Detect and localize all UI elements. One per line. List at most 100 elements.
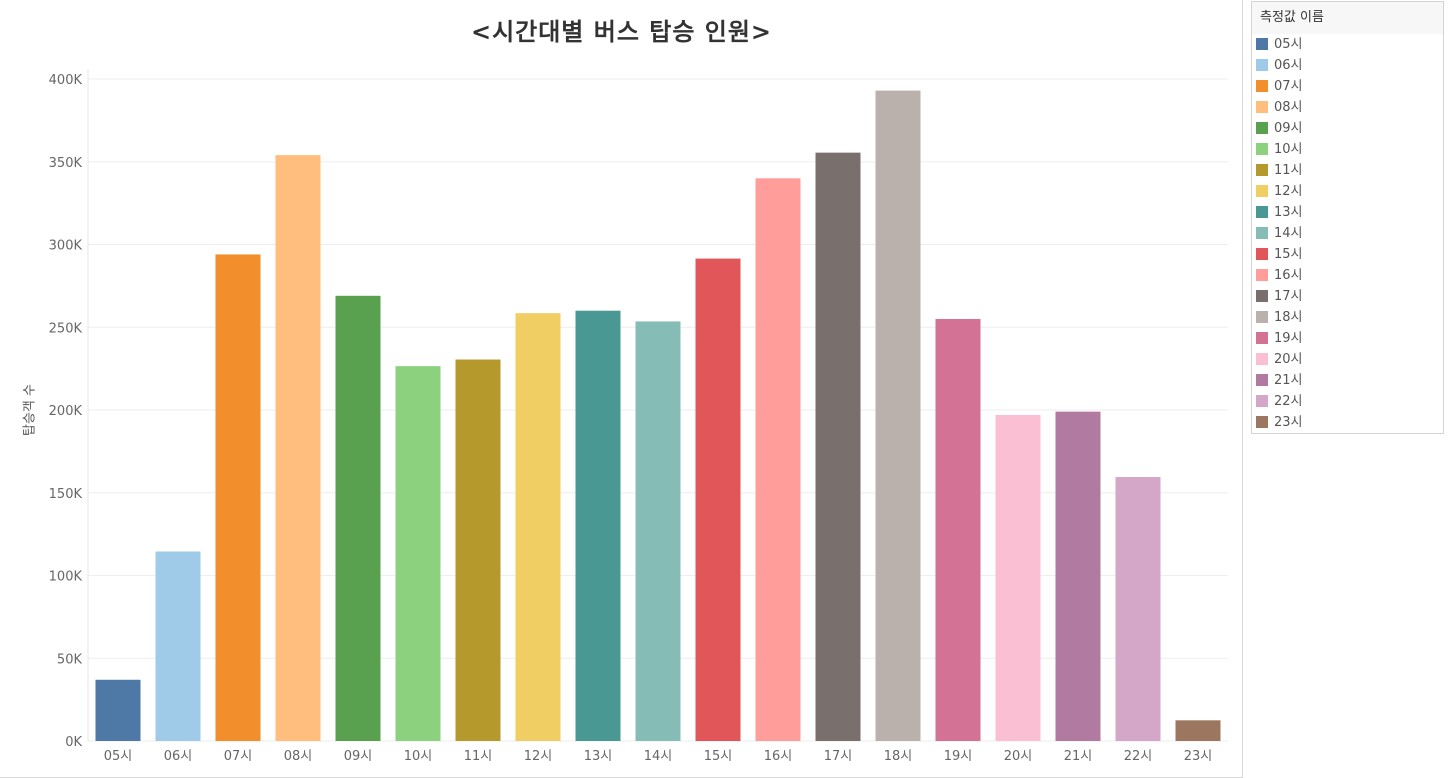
x-tick-label: 18시: [884, 749, 913, 764]
legend-label: 15시: [1274, 247, 1303, 262]
legend-swatch: [1256, 311, 1268, 323]
legend-item[interactable]: 18시: [1252, 307, 1443, 328]
x-tick-label: 15시: [704, 749, 733, 764]
legend-label: 17시: [1274, 289, 1303, 304]
x-tick-label: 13시: [584, 749, 613, 764]
legend-label: 12시: [1274, 184, 1303, 199]
legend-item[interactable]: 06시: [1252, 55, 1443, 76]
y-tick-label: 300K: [49, 239, 83, 254]
y-tick-label: 150K: [49, 487, 83, 502]
bar-18시[interactable]: [875, 90, 921, 741]
x-tick-label: 09시: [344, 749, 373, 764]
bar-23시[interactable]: [1175, 720, 1221, 741]
legend-label: 13시: [1274, 205, 1303, 220]
legend-label: 18시: [1274, 310, 1303, 325]
legend-item[interactable]: 08시: [1252, 97, 1443, 118]
bar-14시[interactable]: [635, 321, 681, 741]
legend-item[interactable]: 07시: [1252, 76, 1443, 97]
legend-swatch: [1256, 269, 1268, 281]
legend-item[interactable]: 10시: [1252, 139, 1443, 160]
y-tick-label: 0K: [65, 735, 82, 750]
legend[interactable]: 측정값 이름 05시 06시 07시 08시 09시 10시 11시 12시 13시 14시 15시…: [1251, 1, 1444, 434]
legend-label: 07시: [1274, 79, 1303, 94]
bar-12시[interactable]: [515, 313, 561, 741]
legend-swatch: [1256, 80, 1268, 92]
bar-08시[interactable]: [275, 155, 321, 741]
bar-22시[interactable]: [1115, 477, 1161, 741]
bar-11시[interactable]: [455, 359, 501, 741]
legend-swatch: [1256, 185, 1268, 197]
x-tick-label: 21시: [1064, 749, 1093, 764]
x-tick-label: 20시: [1004, 749, 1033, 764]
legend-label: 19시: [1274, 331, 1303, 346]
legend-label: 22시: [1274, 394, 1303, 409]
bar-16시[interactable]: [755, 178, 801, 742]
legend-item[interactable]: 13시: [1252, 202, 1443, 223]
legend-swatch: [1256, 416, 1268, 428]
bar-06시[interactable]: [155, 551, 201, 741]
bar-05시[interactable]: [95, 679, 141, 741]
bar-10시[interactable]: [395, 366, 441, 741]
x-tick-label: 23시: [1184, 749, 1213, 764]
legend-item[interactable]: 17시: [1252, 286, 1443, 307]
bar-21시[interactable]: [1055, 411, 1101, 741]
bar-19시[interactable]: [935, 318, 981, 741]
legend-swatch: [1256, 332, 1268, 344]
legend-swatch: [1256, 227, 1268, 239]
x-tick-label: 22시: [1124, 749, 1153, 764]
legend-label: 06시: [1274, 58, 1303, 73]
legend-swatch: [1256, 59, 1268, 71]
legend-item[interactable]: 20시: [1252, 349, 1443, 370]
bar-17시[interactable]: [815, 152, 861, 741]
x-tick-label: 14시: [644, 749, 673, 764]
y-tick-label: 100K: [49, 570, 83, 585]
x-tick-label: 11시: [464, 749, 493, 764]
legend-swatch: [1256, 122, 1268, 134]
legend-label: 08시: [1274, 100, 1303, 115]
x-tick-label: 12시: [524, 749, 553, 764]
legend-label: 16시: [1274, 268, 1303, 283]
legend-swatch: [1256, 290, 1268, 302]
legend-item[interactable]: 22시: [1252, 391, 1443, 412]
x-tick-label: 08시: [284, 749, 313, 764]
y-tick-label: 400K: [49, 73, 83, 88]
x-tick-label: 07시: [224, 749, 253, 764]
x-tick-label: 17시: [824, 749, 853, 764]
legend-title: 측정값 이름: [1252, 2, 1443, 34]
legend-item[interactable]: 16시: [1252, 265, 1443, 286]
legend-label: 10시: [1274, 142, 1303, 157]
bar-09시[interactable]: [335, 295, 381, 741]
legend-item[interactable]: 23시: [1252, 412, 1443, 433]
x-tick-label: 05시: [104, 749, 133, 764]
legend-swatch: [1256, 353, 1268, 365]
bar-20시[interactable]: [995, 414, 1041, 741]
chart-title: <시간대별 버스 탑승 인원>: [470, 18, 773, 46]
legend-swatch: [1256, 395, 1268, 407]
legend-swatch: [1256, 206, 1268, 218]
legend-item[interactable]: 12시: [1252, 181, 1443, 202]
legend-item[interactable]: 11시: [1252, 160, 1443, 181]
legend-label: 05시: [1274, 37, 1303, 52]
chart-area: <시간대별 버스 탑승 인원> 탑승객 수 0K 50K 100K 150K 200K 2…: [0, 0, 1243, 778]
legend-label: 14시: [1274, 226, 1303, 241]
y-tick-label: 250K: [49, 321, 83, 336]
x-tick-label: 16시: [764, 749, 793, 764]
x-tick-label: 06시: [164, 749, 193, 764]
legend-swatch: [1256, 101, 1268, 113]
x-tick-label: 19시: [944, 749, 973, 764]
legend-label: 21시: [1274, 373, 1303, 388]
legend-item[interactable]: 14시: [1252, 223, 1443, 244]
legend-item[interactable]: 15시: [1252, 244, 1443, 265]
bar-13시[interactable]: [575, 310, 621, 741]
bar-07시[interactable]: [215, 254, 261, 741]
legend-item[interactable]: 09시: [1252, 118, 1443, 139]
legend-items: 05시 06시 07시 08시 09시 10시 11시 12시 13시 14시 15시 16시 17시 1…: [1252, 34, 1443, 433]
legend-item[interactable]: 05시: [1252, 34, 1443, 55]
legend-label: 09시: [1274, 121, 1303, 136]
bar-15시[interactable]: [695, 258, 741, 741]
legend-swatch: [1256, 374, 1268, 386]
legend-item[interactable]: 21시: [1252, 370, 1443, 391]
legend-swatch: [1256, 38, 1268, 50]
legend-item[interactable]: 19시: [1252, 328, 1443, 349]
